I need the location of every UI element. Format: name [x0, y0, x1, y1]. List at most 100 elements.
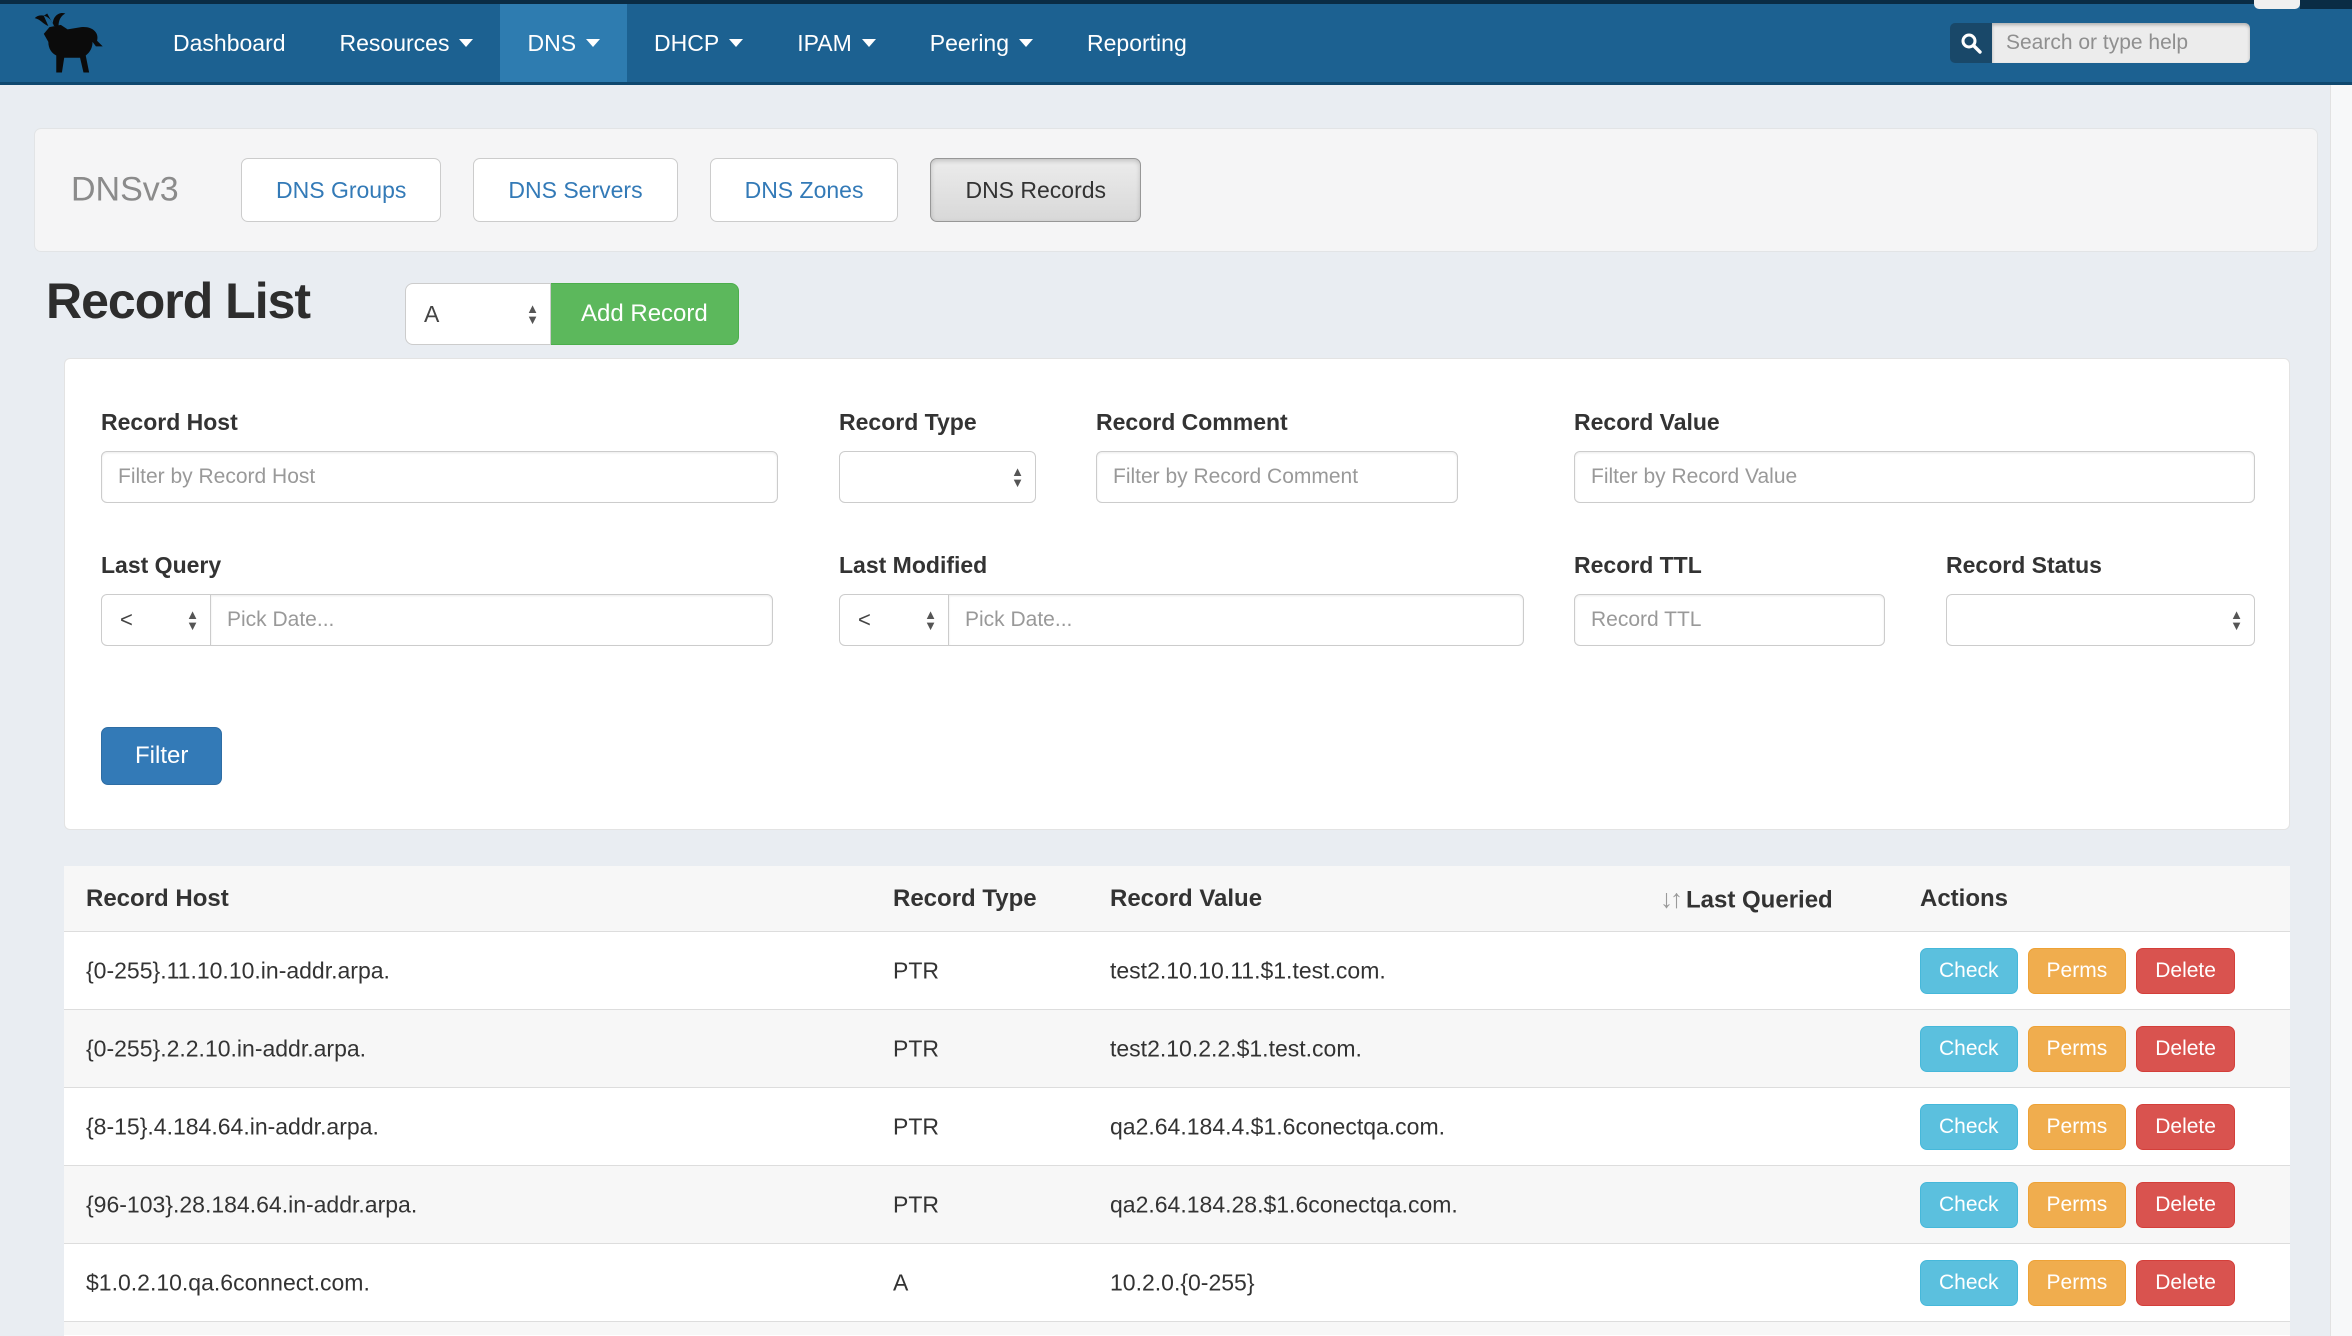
- cell-record-type: PTR: [893, 1191, 939, 1217]
- record-ttl-filter-input[interactable]: [1574, 594, 1885, 646]
- table-row: $1.0.2.10.qa.6connect.com. A 10.2.0.{0-2…: [64, 1244, 2290, 1322]
- cell-record-value: test2.10.2.2.$1.test.com.: [1110, 1035, 1362, 1061]
- caret-down-icon: [586, 39, 601, 47]
- cell-record-host: $1.0.2.10.qa.6connect.com.: [86, 1269, 370, 1295]
- record-value-label: Record Value: [1574, 409, 1720, 435]
- row-actions: Check Perms Delete: [1920, 1259, 2235, 1306]
- check-button[interactable]: Check: [1920, 1259, 2018, 1306]
- search-button[interactable]: [1950, 23, 1992, 63]
- cell-record-value: qa2.64.184.28.$1.6conectqa.com.: [1110, 1191, 1458, 1217]
- record-table: Record Host Record Type Record Value ↓↑ L…: [64, 866, 2290, 1336]
- main-nav: Dashboard Resources DNS DHCP IPAM Peerin…: [146, 4, 1214, 82]
- nav-label: Reporting: [1087, 29, 1187, 56]
- nav-item-peering[interactable]: Peering: [903, 4, 1060, 82]
- nav-label: Dashboard: [173, 29, 286, 56]
- check-button[interactable]: Check: [1920, 1181, 2018, 1228]
- perms-button[interactable]: Perms: [2027, 1259, 2127, 1306]
- record-status-label: Record Status: [1946, 552, 2102, 578]
- cell-record-type: PTR: [893, 1113, 939, 1139]
- record-value-filter-input[interactable]: [1574, 451, 2255, 503]
- perms-button[interactable]: Perms: [2027, 1025, 2127, 1072]
- delete-button[interactable]: Delete: [2136, 947, 2235, 994]
- delete-button[interactable]: Delete: [2136, 1025, 2235, 1072]
- partial-next-row: [64, 1322, 2290, 1335]
- nav-label: DNS: [527, 29, 577, 56]
- tab-dns-groups[interactable]: DNS Groups: [241, 158, 442, 222]
- nav-item-resources[interactable]: Resources: [313, 4, 501, 82]
- dnsv3-label: DNSv3: [71, 170, 179, 209]
- record-comment-filter-input[interactable]: [1096, 451, 1458, 503]
- last-modified-operator-select[interactable]: < ▲ ▼: [839, 594, 949, 646]
- check-button[interactable]: Check: [1920, 1025, 2018, 1072]
- delete-button[interactable]: Delete: [2136, 1103, 2235, 1150]
- last-modified-label: Last Modified: [839, 552, 988, 578]
- cutoff-window-element-dark: [2300, 0, 2352, 9]
- page-title: Record List: [46, 273, 311, 329]
- vertical-scrollbar[interactable]: [2330, 85, 2352, 1336]
- nav-label: Resources: [339, 29, 450, 56]
- global-search: [1950, 23, 2250, 63]
- record-type-select[interactable]: A ▲ ▼: [405, 283, 551, 345]
- nav-label: DHCP: [654, 29, 720, 56]
- select-arrows-icon: ▲ ▼: [526, 301, 539, 327]
- perms-button[interactable]: Perms: [2027, 947, 2127, 994]
- tab-dns-servers[interactable]: DNS Servers: [473, 158, 678, 222]
- cell-record-value: 10.2.0.{0-255}: [1110, 1269, 1255, 1295]
- caret-down-icon: [459, 39, 474, 47]
- record-status-filter-select[interactable]: ▲ ▼: [1946, 594, 2255, 646]
- record-host-label: Record Host: [101, 409, 238, 435]
- nav-label: IPAM: [797, 29, 852, 56]
- nav-item-dhcp[interactable]: DHCP: [627, 4, 770, 82]
- nav-item-dashboard[interactable]: Dashboard: [146, 4, 313, 82]
- moose-logo[interactable]: [30, 9, 112, 77]
- nav-item-ipam[interactable]: IPAM: [770, 4, 903, 82]
- select-arrows-icon: ▲ ▼: [186, 607, 199, 633]
- select-arrows-icon: ▲ ▼: [2230, 607, 2243, 633]
- add-record-button[interactable]: Add Record: [551, 283, 739, 345]
- row-actions: Check Perms Delete: [1920, 1025, 2235, 1072]
- check-button[interactable]: Check: [1920, 947, 2018, 994]
- cell-record-host: {0-255}.11.10.10.in-addr.arpa.: [86, 957, 390, 983]
- table-row: {0-255}.2.2.10.in-addr.arpa. PTR test2.1…: [64, 1010, 2290, 1088]
- search-input[interactable]: [1992, 23, 2250, 63]
- tab-dns-records[interactable]: DNS Records: [930, 158, 1142, 222]
- check-button[interactable]: Check: [1920, 1103, 2018, 1150]
- record-filter-panel: Record Host Record Type ▲▼ Record Commen…: [64, 358, 2290, 830]
- search-icon: [1961, 33, 1982, 54]
- table-header-row: Record Host Record Type Record Value ↓↑ L…: [64, 866, 2290, 932]
- cell-record-value: qa2.64.184.4.$1.6conectqa.com.: [1110, 1113, 1446, 1139]
- cell-record-host: {8-15}.4.184.64.in-addr.arpa.: [86, 1113, 379, 1139]
- last-query-label: Last Query: [101, 552, 222, 578]
- table-row: {96-103}.28.184.64.in-addr.arpa. PTR qa2…: [64, 1166, 2290, 1244]
- row-actions: Check Perms Delete: [1920, 947, 2235, 994]
- header-record-type: Record Type: [893, 884, 1037, 912]
- caret-down-icon: [861, 39, 876, 47]
- last-query-operator-select[interactable]: < ▲ ▼: [101, 594, 211, 646]
- cell-record-type: A: [893, 1269, 909, 1295]
- filter-submit-button[interactable]: Filter: [101, 727, 223, 785]
- record-host-filter-input[interactable]: [101, 451, 778, 503]
- last-modified-date-input[interactable]: [948, 594, 1524, 646]
- cell-record-type: PTR: [893, 957, 939, 983]
- top-navbar: Dashboard Resources DNS DHCP IPAM Peerin…: [0, 0, 2352, 85]
- cutoff-window-element: [2254, 0, 2300, 9]
- record-type-label: Record Type: [839, 409, 977, 435]
- header-actions: Actions: [1920, 884, 2009, 912]
- header-record-value: Record Value: [1110, 884, 1263, 912]
- record-type-filter-select[interactable]: ▲ ▼: [839, 451, 1036, 503]
- perms-button[interactable]: Perms: [2027, 1181, 2127, 1228]
- cell-record-host: {96-103}.28.184.64.in-addr.arpa.: [86, 1191, 418, 1217]
- nav-item-dns[interactable]: DNS: [500, 4, 628, 82]
- last-query-date-input[interactable]: [210, 594, 773, 646]
- select-arrows-icon: ▲ ▼: [1011, 464, 1024, 490]
- nav-label: Peering: [929, 29, 1010, 56]
- dns-section-tabs: DNS Groups DNS Servers DNS Zones DNS Rec…: [241, 158, 1142, 222]
- tab-dns-zones[interactable]: DNS Zones: [709, 158, 899, 222]
- header-last-queried[interactable]: ↓↑ Last Queried: [1660, 883, 1833, 914]
- select-arrows-icon: ▲ ▼: [924, 607, 937, 633]
- delete-button[interactable]: Delete: [2136, 1181, 2235, 1228]
- perms-button[interactable]: Perms: [2027, 1103, 2127, 1150]
- nav-item-reporting[interactable]: Reporting: [1060, 4, 1214, 82]
- record-ttl-label: Record TTL: [1574, 552, 1702, 578]
- delete-button[interactable]: Delete: [2136, 1259, 2235, 1306]
